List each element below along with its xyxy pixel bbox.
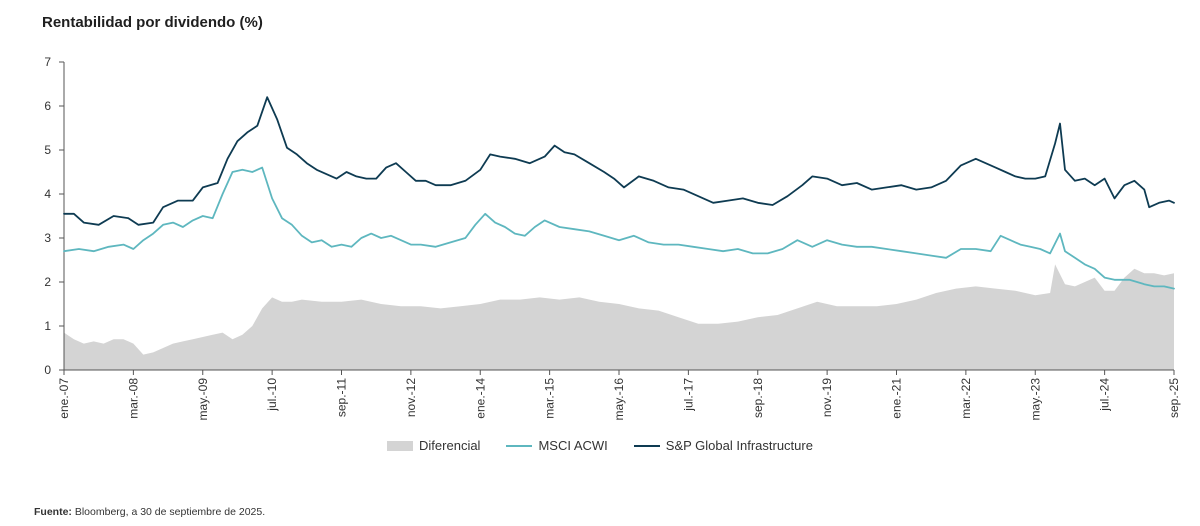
- x-tick-label: nov.-12: [404, 378, 418, 417]
- x-tick-label: may.-23: [1028, 378, 1042, 421]
- source-label: Fuente:: [34, 506, 72, 518]
- x-tick-label: mar.-22: [959, 378, 973, 419]
- legend-item-msci-acwi: MSCI ACWI: [506, 438, 608, 453]
- x-tick-label: mar.-15: [543, 378, 557, 419]
- y-tick-label: 5: [44, 143, 51, 157]
- x-tick-label: ene.-14: [473, 378, 487, 419]
- source-note: Fuente: Bloomberg, a 30 de septiembre de…: [34, 506, 265, 518]
- series-line-s-p-global-infrastructure: [63, 96, 1175, 226]
- y-tick-label: 4: [44, 187, 51, 201]
- x-tick-label: ene.-07: [57, 378, 71, 419]
- y-tick-label: 7: [44, 55, 51, 69]
- legend-item-sp-global-infrastructure: S&P Global Infrastructure: [633, 438, 813, 453]
- y-tick-label: 1: [44, 319, 51, 333]
- x-tick-label: jul.-24: [1098, 378, 1112, 412]
- series-area-diferencial: [64, 264, 1174, 370]
- x-tick-label: sep.-25: [1167, 378, 1181, 418]
- legend-swatch-diferencial: [387, 440, 414, 451]
- y-tick-label: 6: [44, 99, 51, 113]
- x-tick-label: ene.-21: [890, 378, 904, 419]
- legend-label-sp-global-infrastructure: S&P Global Infrastructure: [665, 438, 813, 453]
- plot-area: 0 1 2 3 4 5 6 7 ene.-07 mar.-08 may.-09 jul.-10 sep.…: [44, 55, 1181, 420]
- x-tick-label: nov.-19: [820, 378, 834, 417]
- x-tick-label: jul.-17: [681, 378, 695, 412]
- legend-label-msci-acwi: MSCI ACWI: [538, 438, 608, 453]
- x-tick-label: may.-09: [196, 378, 210, 421]
- legend: Diferencial MSCI ACWI S&P Global Infrast…: [0, 438, 1200, 453]
- x-tick-label: sep.-11: [335, 378, 349, 417]
- x-tick-label: sep.-18: [751, 378, 765, 418]
- x-tick-label: may.-16: [612, 378, 626, 421]
- legend-swatch-sp-global-infrastructure: [633, 444, 660, 447]
- legend-swatch-msci-acwi: [506, 444, 533, 447]
- x-tick-label: jul.-10: [265, 378, 279, 412]
- chart-canvas: 0 1 2 3 4 5 6 7 ene.-07 mar.-08 may.-09 jul.-10 sep.…: [44, 55, 1181, 420]
- y-tick-label: 3: [44, 231, 51, 245]
- series-line-msci-acwi: [63, 166, 1175, 290]
- y-tick-label: 0: [44, 363, 51, 377]
- legend-item-diferencial: Diferencial: [387, 438, 480, 453]
- legend-label-diferencial: Diferencial: [419, 438, 481, 453]
- x-tick-label: mar.-08: [126, 378, 140, 419]
- y-tick-label: 2: [44, 275, 51, 289]
- source-text: Bloomberg, a 30 de septiembre de 2025.: [71, 506, 266, 518]
- chart-title: Rentabilidad por dividendo (%): [42, 14, 263, 31]
